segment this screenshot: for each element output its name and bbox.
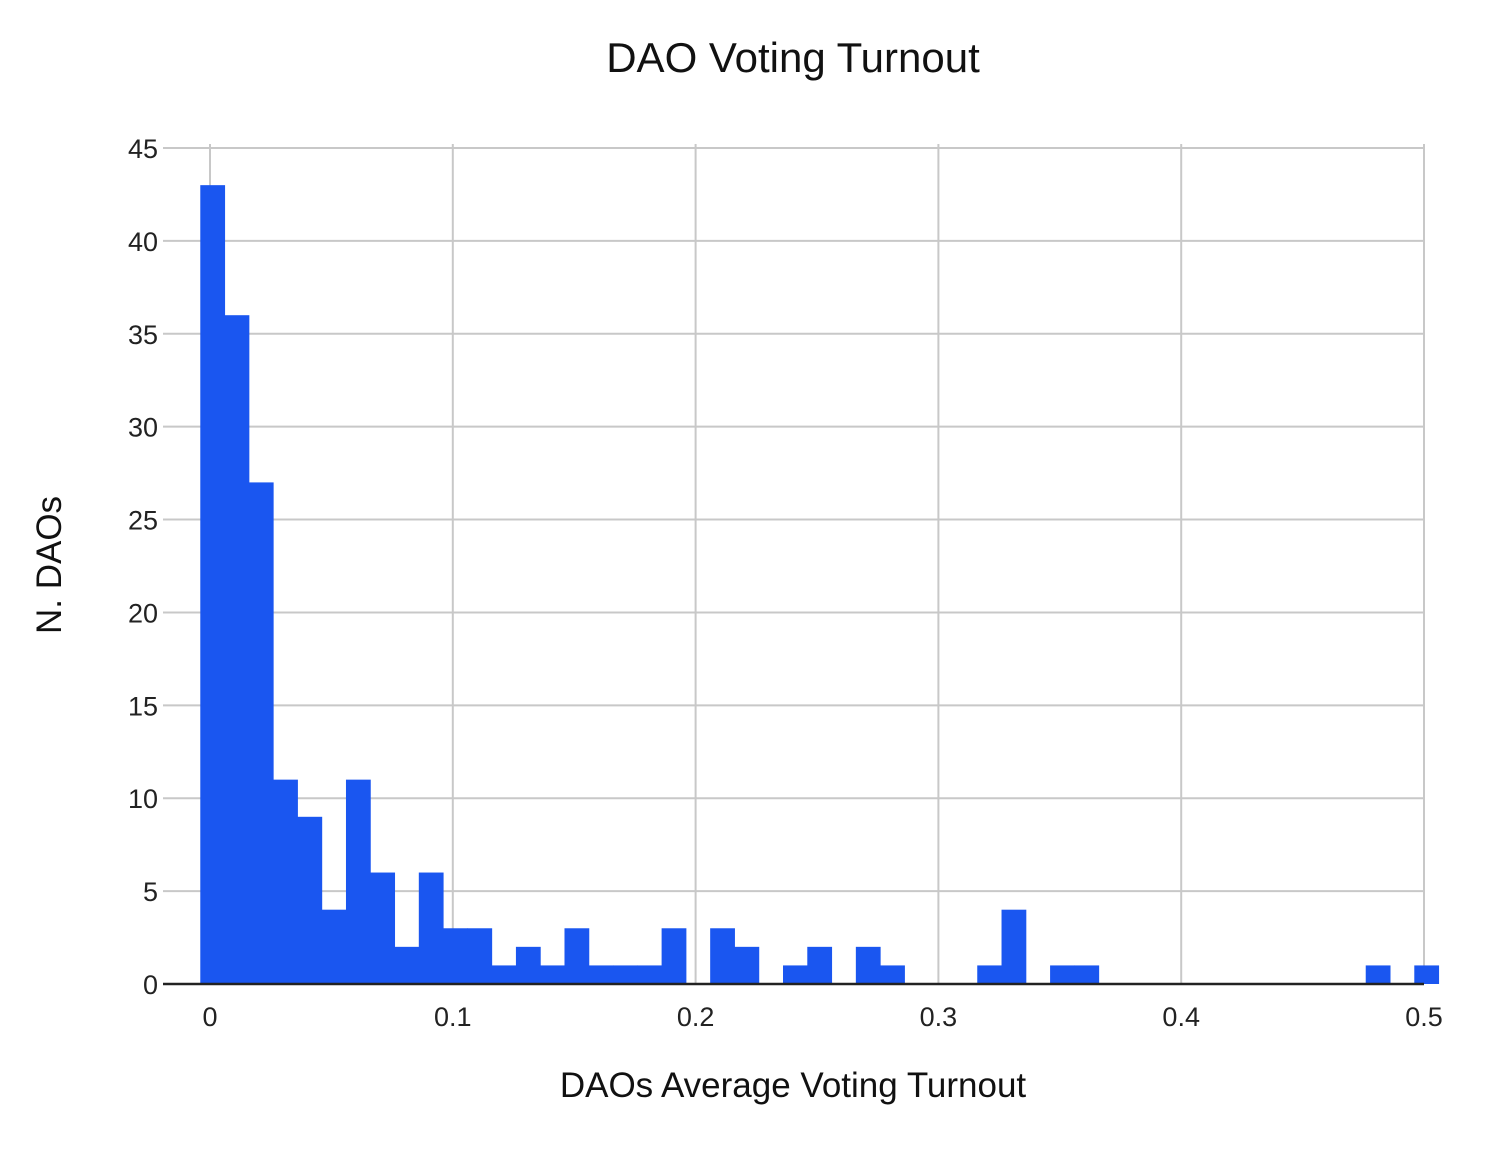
histogram-bar <box>200 185 226 985</box>
y-tick-label: 10 <box>128 784 158 814</box>
histogram-bar <box>418 872 444 984</box>
x-tick-label: 0 <box>202 1002 217 1032</box>
x-axis-tick-labels: 0 0.1 0.2 0.3 0.4 0.5 <box>202 1002 1442 1032</box>
x-tick-label: 0.2 <box>677 1002 715 1032</box>
histogram-bar <box>345 779 371 984</box>
y-tick-label: 15 <box>128 691 158 721</box>
x-tick-label: 0.1 <box>434 1002 472 1032</box>
y-tick-label: 20 <box>128 598 158 628</box>
chart-title: DAO Voting Turnout <box>606 34 980 81</box>
y-tick-label: 40 <box>128 227 158 257</box>
histogram-bar <box>710 928 735 984</box>
x-tick-label: 0.3 <box>920 1002 958 1032</box>
y-axis-tick-labels: 0 5 10 15 20 25 30 35 40 45 <box>128 134 158 1000</box>
y-axis-label: N. DAOs <box>30 496 69 634</box>
x-tick-label: 0.5 <box>1405 1002 1443 1032</box>
histogram-bar <box>1365 965 1391 984</box>
histogram-bar <box>540 965 565 984</box>
histogram-bar <box>661 928 687 984</box>
histogram-bar <box>734 946 760 984</box>
histogram-bar <box>1001 909 1027 984</box>
y-tick-label: 0 <box>143 970 158 1000</box>
histogram-bar <box>273 779 298 984</box>
histogram-bar <box>370 872 396 984</box>
y-tick-label: 35 <box>128 320 158 350</box>
histogram-bar <box>1050 965 1075 984</box>
y-tick-label: 5 <box>143 877 158 907</box>
x-axis-label: DAOs Average Voting Turnout <box>560 1066 1027 1105</box>
histogram-bar <box>855 946 881 984</box>
histogram-bar <box>977 965 1003 984</box>
histogram-bar <box>321 909 347 984</box>
histogram-bar <box>248 482 274 984</box>
histogram-bar <box>297 816 323 984</box>
y-tick-label: 25 <box>128 506 158 536</box>
histogram-bar <box>1074 965 1100 984</box>
histogram-bars <box>200 185 1440 985</box>
grid-lines <box>163 144 1425 984</box>
histogram-bar <box>783 965 808 984</box>
histogram-bar <box>564 928 590 984</box>
histogram-bar <box>1414 965 1440 984</box>
histogram-bar <box>224 315 250 984</box>
histogram-bar <box>637 965 663 984</box>
histogram-bar <box>807 946 833 984</box>
histogram-bar <box>613 965 638 984</box>
y-tick-label: 30 <box>128 413 158 443</box>
x-tick-label: 0.4 <box>1162 1002 1200 1032</box>
histogram-bar <box>443 928 468 984</box>
histogram-bar <box>880 965 905 984</box>
y-tick-label: 45 <box>128 134 158 164</box>
histogram-bar <box>588 965 614 984</box>
histogram-bar <box>467 928 493 984</box>
histogram-bar <box>491 965 517 984</box>
histogram-bar <box>394 946 420 984</box>
histogram-bar <box>515 946 541 984</box>
